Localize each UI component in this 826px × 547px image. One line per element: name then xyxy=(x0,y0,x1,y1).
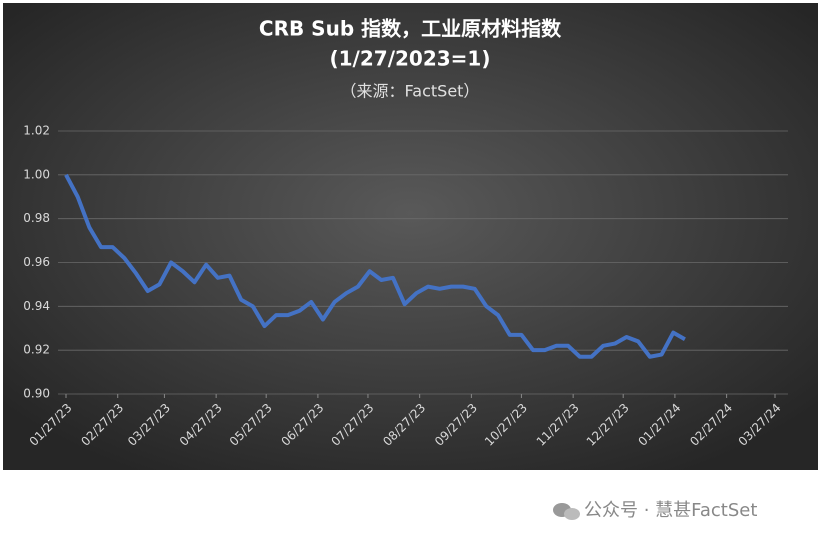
y-tick-label: 0.94 xyxy=(23,299,50,313)
y-tick-label: 0.92 xyxy=(23,343,50,357)
y-tick-label: 1.02 xyxy=(23,124,50,138)
y-tick-label: 0.90 xyxy=(23,387,50,401)
chart-source: （来源：FactSet） xyxy=(341,82,480,101)
y-tick-label: 1.00 xyxy=(23,167,50,181)
y-tick-label: 0.96 xyxy=(23,255,50,269)
data-line xyxy=(64,173,686,359)
watermark: 公众号 · 慧甚FactSet xyxy=(584,500,757,521)
watermark-icon xyxy=(553,503,580,520)
chart-subtitle: (1/27/2023=1) xyxy=(330,47,491,71)
chart-title: CRB Sub 指数，工业原材料指数 xyxy=(259,17,562,41)
y-tick-label: 0.98 xyxy=(23,211,50,225)
chart-background xyxy=(3,3,818,470)
